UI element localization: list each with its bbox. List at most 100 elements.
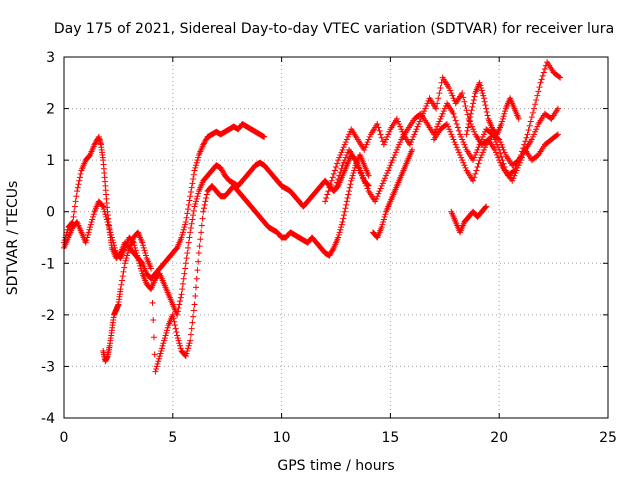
- data-point: [186, 340, 193, 347]
- data-point: [188, 220, 195, 227]
- data-point: [193, 162, 200, 169]
- data-point: [74, 184, 81, 191]
- data-point: [337, 226, 344, 233]
- data-point: [108, 231, 115, 238]
- data-point: [395, 118, 402, 125]
- data-point: [158, 345, 165, 352]
- data-point: [330, 246, 337, 253]
- data-point: [460, 139, 467, 146]
- data-point: [557, 74, 564, 81]
- data-point: [124, 249, 131, 256]
- data-point: [473, 167, 480, 174]
- data-point: [135, 257, 142, 264]
- data-point: [393, 146, 400, 153]
- data-point: [132, 244, 139, 251]
- data-point: [101, 208, 108, 215]
- data-point: [133, 249, 140, 256]
- data-point: [553, 132, 560, 139]
- x-tick-label: 10: [273, 430, 291, 446]
- data-point: [106, 226, 113, 233]
- data-point: [136, 260, 143, 267]
- data-point: [176, 340, 183, 347]
- data-point: [71, 208, 78, 215]
- data-point: [378, 224, 385, 231]
- data-point: [354, 162, 361, 169]
- data-point: [327, 181, 334, 188]
- data-point: [195, 154, 202, 161]
- data-point: [475, 144, 482, 151]
- data-point: [161, 337, 168, 344]
- data-point: [152, 368, 159, 375]
- data-point: [424, 100, 431, 107]
- series-track-i: [463, 79, 522, 138]
- data-point: [187, 225, 194, 232]
- data-point: [337, 169, 344, 176]
- data-point: [177, 298, 184, 305]
- data-point: [185, 342, 192, 349]
- data-point: [177, 345, 184, 352]
- data-point: [326, 184, 333, 191]
- data-point: [148, 282, 155, 289]
- data-point: [131, 242, 138, 249]
- data-point: [458, 133, 465, 140]
- data-point: [191, 301, 198, 308]
- data-point: [190, 176, 197, 183]
- data-point: [92, 140, 99, 147]
- data-point: [191, 167, 198, 174]
- data-point: [449, 92, 456, 99]
- data-point: [331, 167, 338, 174]
- data-point: [187, 193, 194, 200]
- data-point: [184, 249, 191, 256]
- data-point: [112, 247, 119, 254]
- chart-title: Day 175 of 2021, Sidereal Day-to-day VTE…: [54, 21, 614, 37]
- data-point: [328, 177, 335, 184]
- data-point: [376, 188, 383, 195]
- data-point: [169, 311, 176, 318]
- data-point: [74, 188, 81, 195]
- data-point: [150, 334, 157, 341]
- y-tick-label: 0: [46, 205, 55, 221]
- data-point: [91, 141, 98, 148]
- data-point: [509, 177, 516, 184]
- series-track-h: [430, 121, 561, 184]
- data-point: [64, 226, 71, 233]
- data-point: [476, 141, 483, 148]
- data-point: [459, 136, 466, 143]
- data-point: [438, 113, 445, 120]
- data-point: [500, 146, 507, 153]
- data-point: [193, 159, 200, 166]
- data-point: [330, 170, 337, 177]
- data-point: [363, 182, 370, 189]
- data-point: [195, 258, 202, 265]
- data-point: [351, 167, 358, 174]
- data-point: [482, 144, 489, 151]
- data-point: [437, 84, 444, 91]
- data-point: [529, 109, 536, 116]
- data-point: [343, 201, 350, 208]
- data-point: [496, 136, 503, 143]
- data-point: [361, 146, 368, 153]
- data-point: [480, 95, 487, 102]
- data-point: [467, 110, 474, 117]
- data-point: [83, 237, 90, 244]
- data-point: [338, 149, 345, 156]
- data-point: [217, 164, 224, 171]
- data-point: [200, 140, 207, 147]
- data-point: [498, 121, 505, 128]
- data-point: [532, 101, 539, 108]
- data-point: [453, 121, 460, 128]
- data-point: [326, 252, 333, 259]
- data-point: [87, 221, 94, 228]
- y-tick-label: -2: [41, 308, 55, 324]
- data-point: [362, 180, 369, 187]
- data-point: [393, 115, 400, 122]
- data-point: [441, 105, 448, 112]
- data-point: [140, 242, 147, 249]
- data-point: [203, 191, 210, 198]
- data-point: [380, 216, 387, 223]
- data-point: [111, 244, 118, 251]
- data-point: [184, 347, 191, 354]
- data-point: [461, 141, 468, 148]
- data-point: [333, 182, 339, 189]
